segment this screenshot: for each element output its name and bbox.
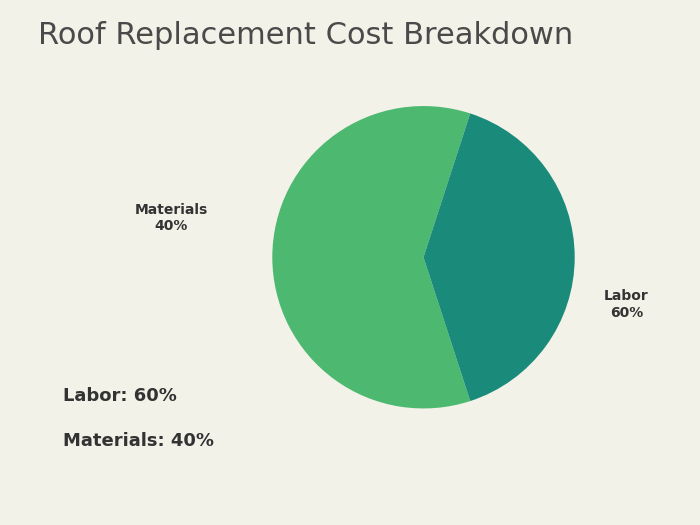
- Text: Materials: 40%: Materials: 40%: [63, 432, 214, 450]
- Text: Labor
60%: Labor 60%: [604, 289, 649, 320]
- Text: Materials
40%: Materials 40%: [135, 203, 208, 233]
- Text: Roof Replacement Cost Breakdown: Roof Replacement Cost Breakdown: [38, 21, 574, 50]
- Wedge shape: [272, 106, 470, 408]
- Text: Labor: 60%: Labor: 60%: [63, 387, 177, 405]
- Wedge shape: [424, 113, 575, 401]
